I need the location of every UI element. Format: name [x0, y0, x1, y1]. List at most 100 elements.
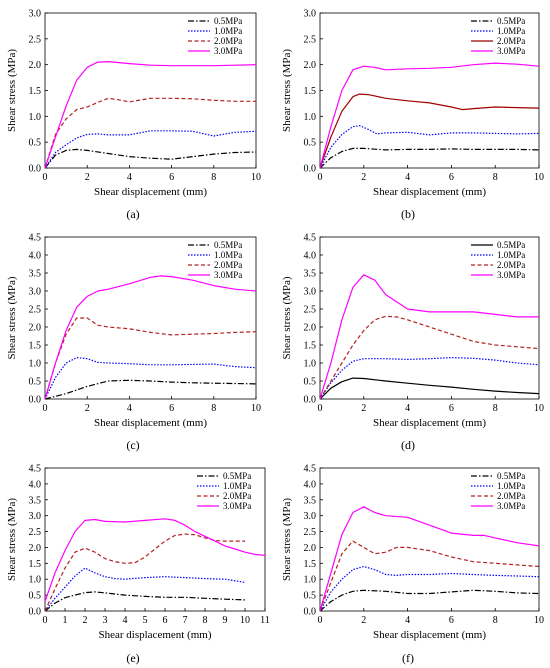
x-tick-label: 6: [449, 172, 454, 183]
legend-label: 3.0MPa: [497, 501, 525, 511]
y-tick-label: 4.5: [29, 233, 42, 244]
x-axis-label: Shear displacement (mm): [98, 629, 211, 641]
panel-label: (d): [401, 438, 415, 452]
x-tick-label: 10: [240, 615, 250, 626]
y-tick-label: 4.0: [29, 479, 42, 490]
x-tick-label: 6: [449, 403, 454, 414]
x-tick-label: 0: [318, 172, 323, 183]
y-tick-label: 3.5: [304, 495, 317, 506]
x-tick-label: 11: [260, 615, 270, 626]
panel-label: (a): [126, 207, 139, 221]
y-tick-label: 2.0: [304, 60, 317, 71]
legend-label: 1.0MPa: [497, 250, 525, 260]
x-tick-label: 10: [251, 403, 261, 414]
series-line-1-0MPa: [319, 124, 540, 169]
series-line-1-0MPa: [44, 567, 246, 612]
x-tick-label: 3: [103, 615, 108, 626]
legend-label: 1.0MPa: [497, 481, 525, 491]
plot-frame: [44, 467, 266, 612]
y-tick-label: 2.5: [29, 527, 42, 538]
y-tick-label: 1.5: [304, 559, 317, 570]
y-tick-label: 4.5: [304, 233, 317, 244]
y-axis-label: Shear stress (MPa): [281, 498, 293, 581]
series-line-0-5MPa: [44, 379, 257, 400]
legend-label: 1.0MPa: [497, 26, 525, 36]
y-tick-label: 4.0: [304, 251, 317, 262]
y-tick-label: 3.0: [29, 511, 42, 522]
x-tick-label: 4: [405, 403, 410, 414]
y-tick-label: 2.0: [304, 323, 317, 334]
series-line-2-0MPa: [319, 540, 540, 612]
x-tick-label: 0: [43, 172, 48, 183]
x-tick-label: 6: [169, 403, 174, 414]
y-tick-label: 0.5: [304, 138, 317, 149]
y-tick-label: 0.0: [304, 607, 317, 618]
x-axis-label: Shear displacement (mm): [94, 417, 207, 429]
legend-label: 2.0MPa: [497, 491, 525, 501]
plot-frame: [319, 467, 540, 612]
y-tick-label: 1.0: [29, 112, 42, 123]
x-tick-label: 8: [203, 615, 208, 626]
x-tick-label: 6: [449, 615, 454, 626]
y-tick-label: 1.0: [29, 575, 42, 586]
legend-label: 2.0MPa: [214, 260, 242, 270]
panel-e: 0.0 0.5 1.0 1.5 2.0 2.5 3.0 3.5 4.0 4.5 0 1 2 3 4 5 6 7 8 9…: [6, 464, 270, 666]
panel-label: (c): [126, 438, 139, 452]
y-tick-label: 0.0: [304, 395, 317, 406]
series-line-1-0MPa: [44, 130, 257, 169]
legend-label: 3.0MPa: [497, 270, 525, 280]
x-tick-label: 0: [43, 615, 48, 626]
y-tick-label: 0.5: [29, 138, 42, 149]
x-tick-label: 4: [123, 615, 128, 626]
legend-label: 0.5MPa: [214, 16, 242, 26]
series-line-3-0MPa: [319, 62, 540, 169]
y-tick-label: 0.0: [29, 164, 42, 175]
x-tick-label: 7: [183, 615, 188, 626]
y-tick-label: 4.5: [304, 464, 317, 475]
y-tick-label: 3.5: [304, 269, 317, 280]
x-tick-label: 8: [493, 403, 498, 414]
y-tick-label: 2.0: [304, 543, 317, 554]
panel-c: 0.0 0.5 1.0 1.5 2.0 2.5 3.0 3.5 4.0 4.5 0 2 4 6 8 10 She…: [6, 233, 261, 453]
y-tick-label: 1.5: [29, 341, 42, 352]
y-tick-label: 0.5: [29, 591, 42, 602]
x-tick-label: 2: [85, 172, 90, 183]
x-tick-label: 2: [361, 172, 366, 183]
series-line-0-5MPa: [319, 377, 540, 400]
x-tick-label: 8: [493, 172, 498, 183]
y-tick-label: 3.0: [304, 511, 317, 522]
x-tick-label: 1: [63, 615, 68, 626]
series-line-1-0MPa: [319, 357, 540, 400]
series-line-2-0MPa: [319, 93, 540, 169]
x-tick-label: 2: [361, 615, 366, 626]
panel-label: (f): [402, 651, 414, 665]
legend-label: 2.0MPa: [214, 36, 242, 46]
legend-label: 1.0MPa: [214, 26, 242, 36]
series-line-1-0MPa: [44, 357, 257, 400]
series-line-1-0MPa: [319, 565, 540, 612]
series-line-0-5MPa: [319, 147, 540, 169]
y-tick-label: 3.5: [29, 495, 42, 506]
y-tick-label: 1.0: [304, 112, 317, 123]
series-line-2-0MPa: [319, 315, 540, 400]
y-tick-label: 2.0: [29, 543, 42, 554]
series-line-2-0MPa: [44, 533, 245, 612]
series-line-0-5MPa: [319, 589, 540, 612]
y-tick-label: 4.0: [304, 479, 317, 490]
y-tick-label: 0.0: [29, 607, 42, 618]
series-line-3-0MPa: [44, 275, 257, 400]
x-tick-label: 9: [223, 615, 228, 626]
x-tick-label: 10: [251, 172, 261, 183]
x-tick-label: 4: [127, 172, 132, 183]
x-tick-label: 2: [83, 615, 88, 626]
y-tick-label: 1.0: [29, 359, 42, 370]
x-tick-label: 4: [405, 615, 410, 626]
y-axis-label: Shear stress (MPa): [6, 276, 18, 359]
legend-label: 3.0MPa: [214, 46, 242, 56]
x-tick-label: 0: [318, 615, 323, 626]
series-line-3-0MPa: [319, 506, 540, 612]
series-line-0-5MPa: [44, 591, 246, 612]
legend-label: 2.0MPa: [497, 260, 525, 270]
panel-a: 0.0 0.5 1.0 1.5 2.0 2.5 3.0 0 2 4 6 8 10 Shear displa…: [6, 9, 261, 222]
y-tick-label: 3.0: [29, 9, 42, 20]
